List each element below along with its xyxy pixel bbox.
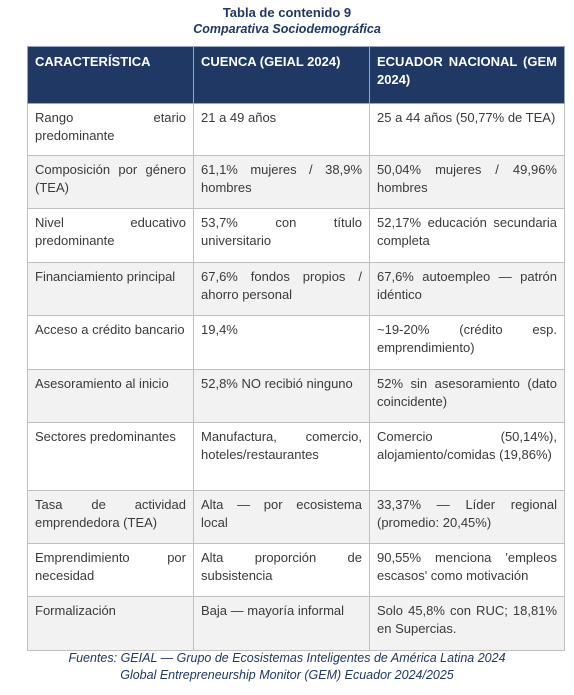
table-row: Composición por género (TEA) 61,1% mujere… bbox=[27, 155, 565, 209]
table-row: Asesoramiento al inicio 52,8% NO recibió … bbox=[27, 369, 565, 423]
table-cell: Comercio (50,14%), alojamiento/comidas (… bbox=[369, 422, 565, 491]
table-cell: 19,4% bbox=[193, 315, 370, 370]
comparison-table: CARACTERÍSTICA CUENCA (GEIAL 2024) ECUADOR… bbox=[27, 46, 565, 651]
table-cell: ~19-20% (crédito esp. emprendimiento) bbox=[369, 315, 565, 370]
table-cell: Tasa de actividad emprendedora (TEA) bbox=[27, 490, 194, 544]
table-cell: Rango etario predominante bbox=[27, 103, 194, 156]
table-cell: 25 a 44 años (50,77% de TEA) bbox=[369, 103, 565, 156]
table-cell: Acceso a crédito bancario bbox=[27, 315, 194, 370]
table-row: Acceso a crédito bancario 19,4% ~19-20% (c… bbox=[27, 315, 565, 370]
header-row: CARACTERÍSTICA CUENCA (GEIAL 2024) ECUADOR… bbox=[27, 46, 565, 104]
table-cell: 61,1% mujeres / 38,9% hombres bbox=[193, 155, 370, 209]
table-cell: 67,6% fondos propios / ahorro personal bbox=[193, 262, 370, 316]
table-cell: Solo 45,8% con RUC; 18,81% en Supercias. bbox=[369, 596, 565, 651]
table-cell: Financiamiento principal bbox=[27, 262, 194, 316]
table-cell: 90,55% menciona 'empleos escasos' como m… bbox=[369, 543, 565, 597]
table-title: Tabla de contenido 9 bbox=[222, 5, 352, 20]
table-cell: 21 a 49 años bbox=[193, 103, 370, 156]
header-cell: CARACTERÍSTICA bbox=[27, 46, 194, 104]
table-cell: 52,8% NO recibió ninguno bbox=[193, 369, 370, 423]
table-cell: Manufactura, comercio, hoteles/restauran… bbox=[193, 422, 370, 491]
table-cell: Alta — por ecosistema local bbox=[193, 490, 370, 544]
table-row: Rango etario predominante 21 a 49 años 25 … bbox=[27, 103, 565, 156]
table-row: Financiamiento principal 67,6% fondos pro… bbox=[27, 262, 565, 316]
table-cell: Nivel educativo predominante bbox=[27, 208, 194, 263]
table-subtitle: Comparativa Sociodemográfica bbox=[193, 22, 381, 36]
table-cell: 67,6% autoempleo — patrón idéntico bbox=[369, 262, 565, 316]
table-cell: 53,7% con título universitario bbox=[193, 208, 370, 263]
table-row: Emprendimiento por necesidad Alta proporc… bbox=[27, 543, 565, 597]
table-cell: 52,17% educación secundaria completa bbox=[369, 208, 565, 263]
table-row: Tasa de actividad emprendedora (TEA) Alta… bbox=[27, 490, 565, 544]
table-cell: Asesoramiento al inicio bbox=[27, 369, 194, 423]
table-row: Sectores predominantes Manufactura, comer… bbox=[27, 422, 565, 491]
table-cell: Baja — mayoría informal bbox=[193, 596, 370, 651]
table-cell: 50,04% mujeres / 49,96% hombres bbox=[369, 155, 565, 209]
header-cell: CUENCA (GEIAL 2024) bbox=[193, 46, 370, 104]
table-row: Formalización Baja — mayoría informal Solo… bbox=[27, 596, 565, 651]
table-cell: Alta proporción de subsistencia bbox=[193, 543, 370, 597]
table-row: Nivel educativo predominante 53,7% con tí… bbox=[27, 208, 565, 263]
table-cell: Emprendimiento por necesidad bbox=[27, 543, 194, 597]
source-note: Fuentes: GEIAL — Grupo de Ecosistemas In… bbox=[68, 651, 506, 665]
table-cell: 33,37% — Líder regional (promedio: 20,45… bbox=[369, 490, 565, 544]
table-cell: Sectores predominantes bbox=[27, 422, 194, 491]
table-cell: Composición por género (TEA) bbox=[27, 155, 194, 209]
header-cell: ECUADOR NACIONAL (GEM 2024) bbox=[369, 46, 565, 104]
table-cell: Formalización bbox=[27, 596, 194, 651]
source-note: Global Entrepreneurship Monitor (GEM) Ec… bbox=[120, 668, 454, 682]
table-cell: 52% sin asesoramiento (dato coincidente) bbox=[369, 369, 565, 423]
